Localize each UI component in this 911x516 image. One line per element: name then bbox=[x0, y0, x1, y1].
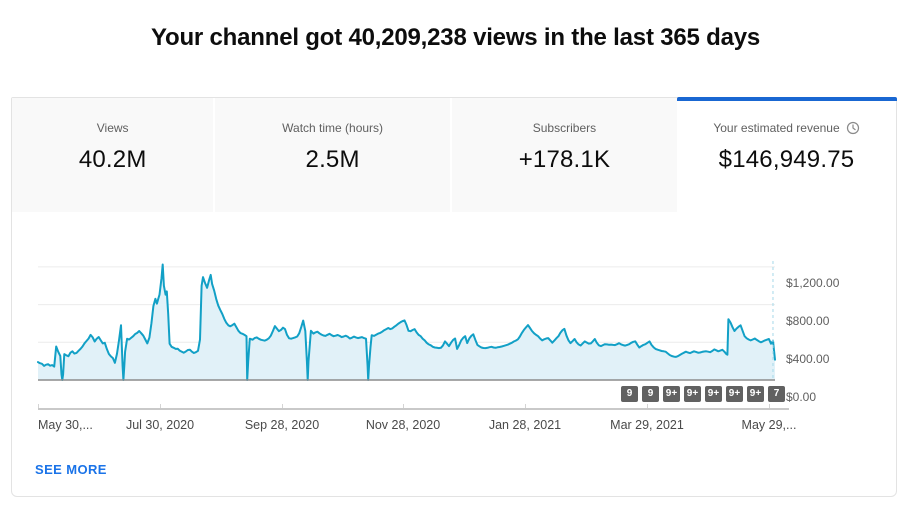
metric-cards-row: Views 40.2M Watch time (hours) 2.5M Subs… bbox=[12, 98, 896, 212]
metric-value: $146,949.75 bbox=[718, 146, 855, 173]
x-axis-tick: Nov 28, 2020 bbox=[365, 418, 441, 432]
active-tab-indicator bbox=[677, 97, 897, 101]
metric-label: Watch time (hours) bbox=[282, 121, 384, 135]
metric-card-estimated-revenue[interactable]: Your estimated revenue $146,949.75 bbox=[676, 98, 896, 212]
metric-card-subscribers[interactable]: Subscribers +178.1K bbox=[449, 98, 677, 212]
see-more-link[interactable]: SEE MORE bbox=[35, 462, 107, 477]
video-marker-badges: 9 9 9+ 9+ 9+ 9+ 9+ 7 bbox=[621, 386, 785, 402]
page-title: Your channel got 40,209,238 views in the… bbox=[150, 24, 761, 51]
y-axis-tick: $800.00 bbox=[786, 314, 830, 328]
x-axis-tick: May 29,... bbox=[741, 418, 797, 432]
timeline-tick bbox=[647, 404, 648, 408]
y-axis-tick: $400.00 bbox=[786, 352, 830, 366]
metric-card-views[interactable]: Views 40.2M bbox=[12, 98, 214, 212]
x-axis-tick: May 30,... bbox=[38, 418, 93, 432]
analytics-panel: Views 40.2M Watch time (hours) 2.5M Subs… bbox=[11, 97, 897, 497]
clock-icon bbox=[846, 121, 859, 135]
video-count-badge[interactable]: 9+ bbox=[663, 386, 680, 402]
metric-card-watch-time[interactable]: Watch time (hours) 2.5M bbox=[213, 98, 450, 212]
x-axis-tick: Jul 30, 2020 bbox=[125, 418, 195, 432]
revenue-chart-region: $1,200.00 $800.00 $400.00 $0.00 9 9 9+ 9… bbox=[12, 212, 896, 447]
revenue-area-chart[interactable] bbox=[28, 255, 790, 385]
metric-label: Your estimated revenue bbox=[713, 121, 840, 135]
x-axis-tick: Sep 28, 2020 bbox=[244, 418, 320, 432]
metric-value: 2.5M bbox=[305, 146, 360, 173]
y-axis-tick: $0.00 bbox=[786, 390, 817, 404]
timeline-tick bbox=[525, 404, 526, 408]
video-count-badge[interactable]: 9+ bbox=[705, 386, 722, 402]
timeline-scrubber[interactable] bbox=[38, 408, 789, 410]
timeline-tick bbox=[282, 404, 283, 408]
metric-label: Subscribers bbox=[532, 121, 597, 135]
video-count-badge[interactable]: 9+ bbox=[726, 386, 743, 402]
video-count-badge[interactable]: 7 bbox=[768, 386, 785, 402]
x-axis-tick: Jan 28, 2021 bbox=[488, 418, 562, 432]
metric-value: +178.1K bbox=[518, 146, 611, 173]
video-count-badge[interactable]: 9 bbox=[621, 386, 638, 402]
timeline-tick bbox=[403, 404, 404, 408]
video-count-badge[interactable]: 9 bbox=[642, 386, 659, 402]
y-axis-tick: $1,200.00 bbox=[786, 276, 840, 290]
video-count-badge[interactable]: 9+ bbox=[747, 386, 764, 402]
timeline-tick bbox=[160, 404, 161, 408]
metric-value: 40.2M bbox=[78, 146, 147, 173]
x-axis-tick: Mar 29, 2021 bbox=[610, 418, 684, 432]
timeline-tick bbox=[769, 404, 770, 408]
timeline-tick bbox=[38, 404, 39, 408]
metric-label: Views bbox=[96, 121, 129, 135]
video-count-badge[interactable]: 9+ bbox=[684, 386, 701, 402]
